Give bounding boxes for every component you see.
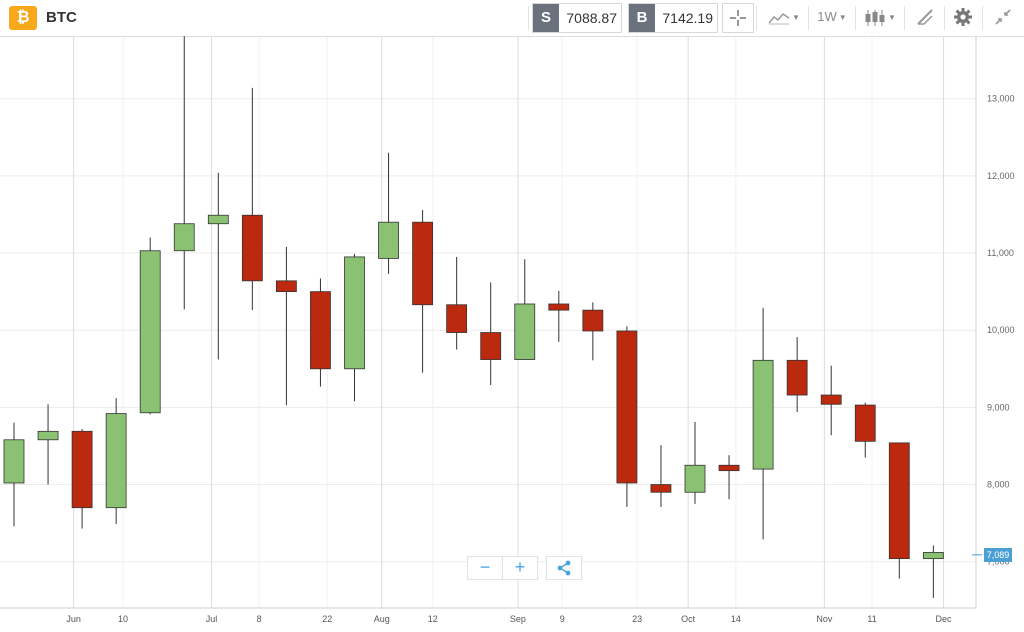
divider [855, 6, 856, 30]
candle-up [3, 439, 25, 484]
sell-tag: S [533, 4, 559, 32]
x-tick-label: 23 [632, 614, 642, 624]
ticker-symbol: BTC [46, 9, 77, 26]
candle-down [820, 394, 842, 405]
candle-down [480, 332, 502, 360]
divider [756, 6, 757, 30]
x-tick-label: 14 [731, 614, 741, 624]
candle-up [514, 303, 536, 360]
collapse-icon [995, 9, 1011, 25]
divider [982, 6, 983, 30]
candle-down [548, 303, 570, 311]
y-tick-label: 12,000 [987, 171, 1015, 181]
minus-icon: − [479, 557, 491, 577]
top-toolbar: ₿ BTC S 7088.87 B 7142.19 ▼ 1W ▼ ▼ [0, 0, 1024, 37]
candle-down [446, 304, 468, 333]
chart-type-button[interactable]: ▼ [764, 3, 804, 31]
settings-button[interactable] [948, 3, 978, 31]
y-tick-label: 10,000 [987, 325, 1015, 335]
x-tick-label: Jun [66, 614, 81, 624]
candle-up [173, 223, 195, 252]
interval-value: 1W [817, 9, 837, 24]
divider [808, 6, 809, 30]
candle-down [650, 484, 672, 493]
x-tick-label: Oct [681, 614, 696, 624]
last-price-label: 7,089 [984, 548, 1012, 562]
zoom-in-button[interactable]: + [502, 556, 538, 580]
interval-selector[interactable]: 1W ▼ [812, 3, 852, 31]
divider [944, 6, 945, 30]
candle-down [616, 330, 638, 484]
x-tick-label: Nov [816, 614, 833, 624]
y-tick-label: 9,000 [987, 402, 1010, 412]
line-chart-icon [768, 12, 790, 25]
candle-down [412, 221, 434, 306]
x-tick-label: 10 [118, 614, 128, 624]
candle-up [684, 464, 706, 493]
candle-up [37, 430, 59, 441]
candle-down [71, 430, 93, 509]
candle-down [888, 442, 910, 560]
x-tick-label: Dec [936, 614, 953, 624]
x-tick-label: Aug [374, 614, 390, 624]
y-tick-label: 13,000 [987, 94, 1015, 104]
candle-up [378, 221, 399, 259]
candle-down [854, 404, 876, 442]
plus-icon: + [514, 557, 526, 577]
share-button[interactable] [546, 556, 582, 580]
gear-icon [954, 8, 972, 26]
candle-down [241, 214, 263, 282]
sell-price: 7088.87 [566, 10, 617, 26]
candle-style-button[interactable]: ▼ [860, 3, 900, 31]
sell-price-button[interactable]: S 7088.87 [532, 3, 622, 33]
candle-down [275, 280, 297, 293]
candle-down [582, 309, 604, 332]
chevron-down-icon: ▼ [888, 12, 896, 22]
crosshair-icon [730, 10, 746, 26]
crosshair-button[interactable] [722, 3, 754, 33]
x-tick-label: 9 [560, 614, 565, 624]
candle-up [922, 552, 944, 560]
x-tick-label: Sep [510, 614, 526, 624]
draw-icon [917, 9, 933, 25]
x-tick-label: 11 [867, 614, 876, 624]
buy-price: 7142.19 [662, 10, 713, 26]
chevron-down-icon: ▼ [838, 12, 847, 22]
x-tick-label: 12 [428, 614, 438, 624]
buy-tag: B [629, 4, 655, 32]
collapse-button[interactable] [988, 3, 1018, 31]
candle-down [310, 291, 331, 370]
candle-up [344, 256, 365, 370]
candle-up [139, 250, 161, 414]
zoom-out-button[interactable]: − [467, 556, 503, 580]
candle-down [718, 464, 740, 472]
bitcoin-logo-icon: ₿ [9, 6, 37, 30]
y-tick-label: 8,000 [987, 480, 1010, 490]
share-icon [557, 560, 571, 576]
candlestick-icon [865, 9, 885, 26]
candle-up [105, 413, 127, 509]
candle-up [207, 214, 229, 225]
divider [528, 6, 529, 30]
draw-tools-button[interactable] [910, 3, 940, 31]
candle-up [752, 359, 774, 470]
x-tick-label: 8 [257, 614, 262, 624]
candle-down [786, 359, 808, 396]
x-tick-label: 22 [322, 614, 332, 624]
buy-price-button[interactable]: B 7142.19 [628, 3, 718, 33]
divider [904, 6, 905, 30]
chevron-down-icon: ▼ [792, 12, 800, 22]
y-tick-label: 11,000 [987, 248, 1014, 258]
x-tick-label: Jul [206, 614, 218, 624]
